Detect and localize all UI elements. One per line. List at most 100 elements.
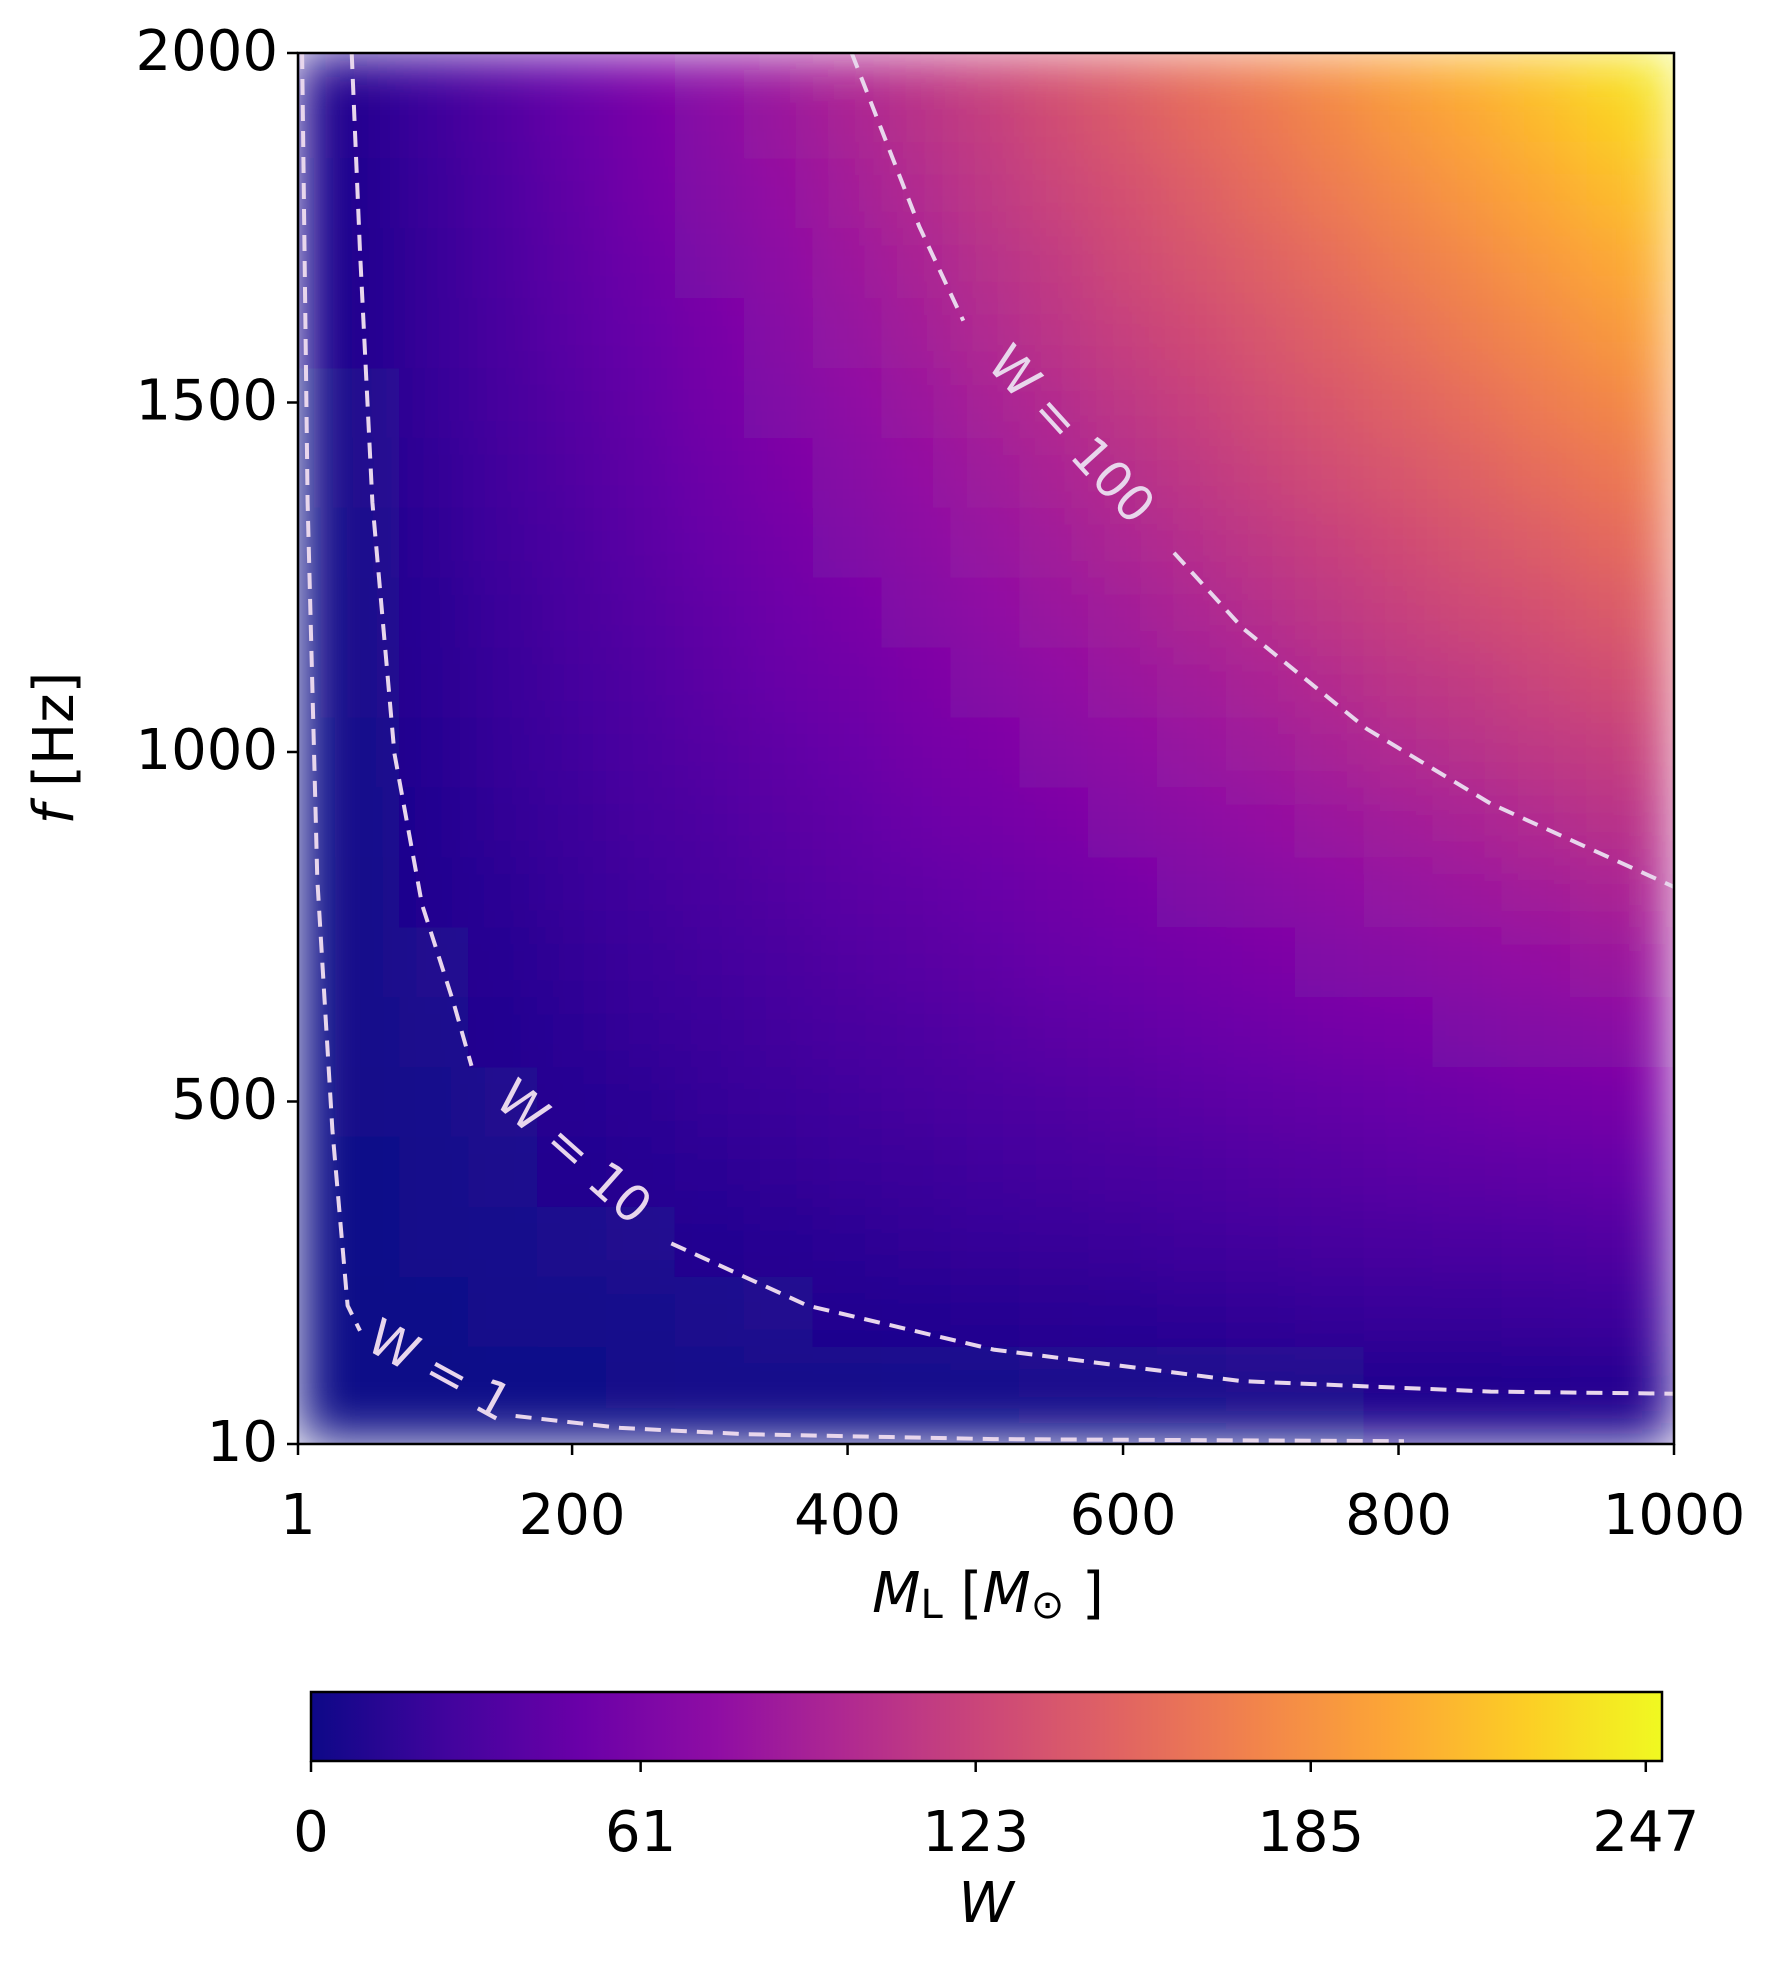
cell — [331, 53, 401, 89]
cell — [331, 157, 401, 229]
cell — [1363, 1412, 1434, 1444]
cell — [1019, 53, 1090, 89]
cell — [1363, 436, 1434, 508]
cell — [468, 786, 539, 858]
cell — [468, 1275, 539, 1347]
cell — [1432, 297, 1503, 369]
y-tick-label: 2000 — [135, 19, 278, 84]
cell — [1225, 926, 1296, 998]
cell — [1156, 297, 1227, 369]
cell — [1019, 87, 1090, 159]
cell — [468, 506, 539, 578]
cell — [1225, 1066, 1296, 1137]
cell — [1639, 926, 1674, 998]
cell — [1570, 576, 1641, 648]
cell — [606, 1412, 676, 1444]
cell — [1088, 1205, 1158, 1277]
y-label-part: [Hz] — [22, 672, 87, 805]
cell — [606, 227, 676, 299]
cell — [1156, 716, 1227, 788]
cell — [1639, 1412, 1674, 1444]
cell — [399, 436, 470, 508]
cell — [1019, 297, 1090, 369]
cell — [1156, 996, 1227, 1068]
colorbar-tick-label: 247 — [1592, 1800, 1699, 1865]
cell — [399, 1345, 470, 1414]
cell — [1225, 1135, 1296, 1207]
cell — [468, 1345, 539, 1414]
cell — [1432, 1412, 1503, 1444]
cell — [399, 1066, 470, 1137]
cell — [1225, 367, 1296, 438]
cell — [298, 367, 333, 438]
cell — [812, 157, 883, 229]
cell — [399, 297, 470, 369]
cell — [1156, 157, 1227, 229]
cell — [1225, 856, 1296, 928]
cell — [881, 227, 952, 299]
cell — [468, 436, 539, 508]
cell — [1363, 297, 1434, 369]
cell — [881, 53, 952, 89]
x-axis-label: ML [M⊙ ] — [872, 1561, 1104, 1628]
cell — [674, 786, 745, 858]
cell — [468, 53, 539, 89]
cell — [1363, 157, 1434, 229]
cell — [1639, 716, 1674, 788]
cell — [1570, 53, 1641, 89]
cell — [881, 297, 952, 369]
cell — [1432, 1135, 1503, 1207]
cell — [331, 227, 401, 299]
cell — [1294, 436, 1365, 508]
cell — [1639, 856, 1674, 928]
cell — [1088, 157, 1158, 229]
cell — [950, 716, 1021, 788]
cell — [1156, 1345, 1227, 1414]
cell — [950, 576, 1021, 648]
cell — [881, 157, 952, 229]
cell — [1639, 786, 1674, 858]
cell — [1432, 367, 1503, 438]
cell — [950, 926, 1021, 998]
cell — [1363, 996, 1434, 1068]
cell — [606, 926, 676, 998]
cell — [1570, 1066, 1641, 1137]
cell — [1363, 926, 1434, 998]
x-tick-label: 1 — [280, 1483, 316, 1548]
cell — [743, 1135, 814, 1207]
cell — [1019, 1066, 1090, 1137]
cell — [1088, 926, 1158, 998]
cell — [537, 1205, 608, 1277]
plot-frame — [296, 51, 1676, 1446]
cell — [1639, 996, 1674, 1068]
cell — [1019, 227, 1090, 299]
cell — [1639, 1205, 1674, 1277]
cell — [1501, 786, 1572, 858]
cell — [1156, 367, 1227, 438]
colorbar-tick-label: 61 — [605, 1800, 676, 1865]
cell — [1088, 716, 1158, 788]
cell — [1294, 1135, 1365, 1207]
cell — [331, 1412, 401, 1444]
cell — [674, 996, 745, 1068]
cell — [298, 1275, 333, 1347]
cell — [1363, 1205, 1434, 1277]
cell — [468, 1205, 539, 1277]
cell — [674, 646, 745, 718]
cell — [1088, 1345, 1158, 1414]
cell — [950, 1066, 1021, 1137]
cell — [1363, 1275, 1434, 1347]
cell — [1019, 786, 1090, 858]
x-tick-label: 800 — [1345, 1483, 1452, 1548]
cell — [331, 1275, 401, 1347]
cell — [1363, 786, 1434, 858]
cell — [1294, 1412, 1365, 1444]
cell — [881, 367, 952, 438]
x-label-part: ⊙ — [1031, 1582, 1065, 1628]
cell — [1432, 786, 1503, 858]
cell — [950, 53, 1021, 89]
cell — [674, 87, 745, 159]
x-label-part: L — [920, 1582, 943, 1628]
cell — [537, 926, 608, 998]
